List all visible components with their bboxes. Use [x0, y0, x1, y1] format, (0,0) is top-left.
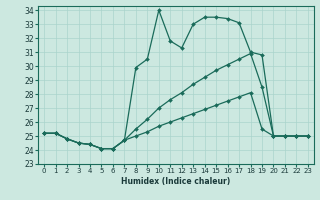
X-axis label: Humidex (Indice chaleur): Humidex (Indice chaleur)	[121, 177, 231, 186]
